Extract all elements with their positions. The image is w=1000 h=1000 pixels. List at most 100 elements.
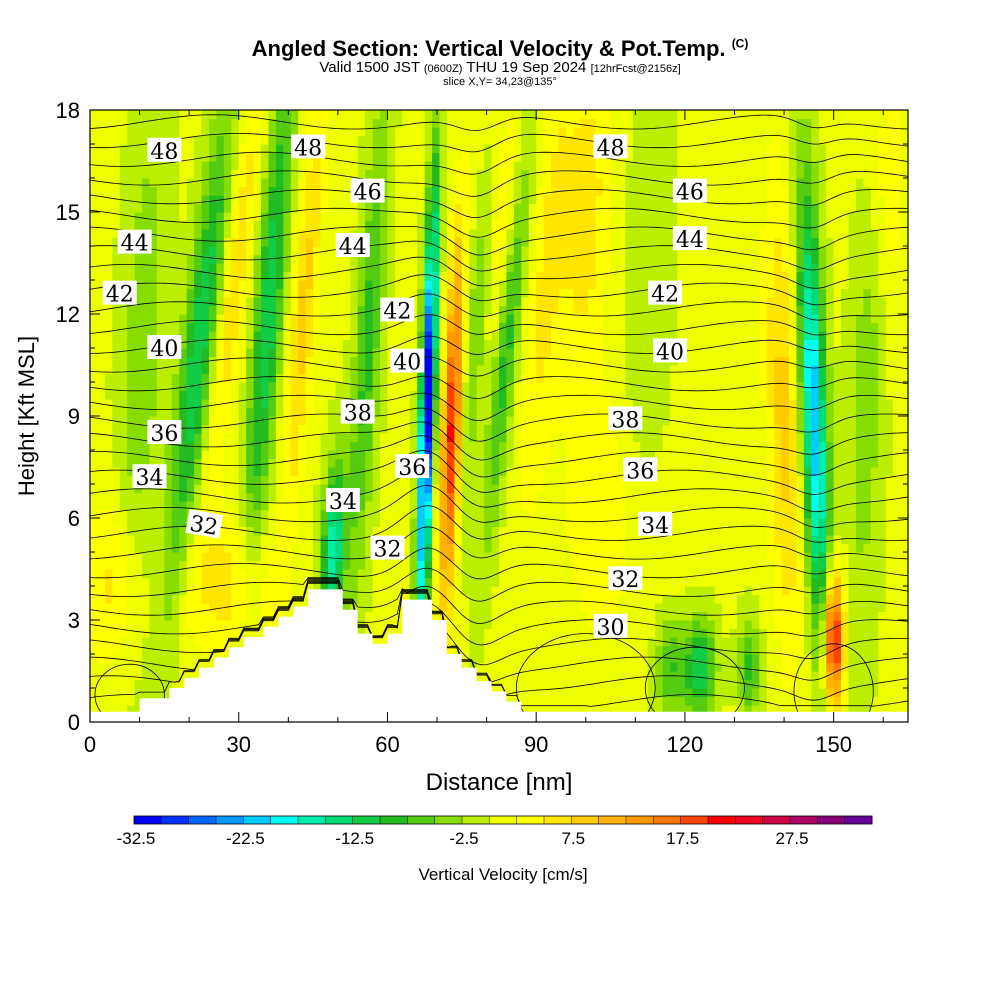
- colorbar-swatch: [462, 816, 490, 824]
- slice-info: slice X,Y= 34,23@135°: [443, 76, 557, 88]
- colorbar: -32.5 -22.5 -12.5 -2.5 7.5 17.5 27.5 Vertical V…: [117, 815, 873, 884]
- contour-label: 42: [648, 280, 683, 308]
- x-tick-label: 0: [84, 732, 96, 757]
- x-tick-label: 30: [226, 732, 250, 757]
- contour-labels: 48 48 48 46 46 44 44 44 42 42 42 40 40 40 38 38 36 36 36 34…: [102, 134, 707, 641]
- colorbar-swatch: [161, 816, 190, 824]
- contour-label-text: 30: [597, 616, 625, 641]
- contour-label-text: 32: [188, 512, 220, 541]
- x-tick-label: 120: [667, 732, 704, 757]
- colorbar-swatch: [325, 816, 354, 824]
- theta-contour-line: [90, 450, 908, 495]
- contour-label-text: 34: [641, 514, 669, 539]
- x-tick-label: 60: [375, 732, 399, 757]
- theta-contour-line: [90, 314, 908, 336]
- contour-label: 36: [623, 457, 658, 484]
- contour-label: 40: [653, 338, 688, 365]
- contour-label-text: 32: [611, 568, 639, 593]
- contour-label-text: 46: [354, 181, 382, 206]
- theta-contour-line: [90, 240, 908, 272]
- contour-label-text: 46: [676, 181, 704, 206]
- contour-label-text: 36: [150, 422, 178, 447]
- contour-label-text: 44: [121, 232, 149, 257]
- valid-utc: (0600Z): [423, 63, 463, 75]
- colorbar-swatch: [270, 816, 299, 824]
- contour-label: 36: [147, 420, 182, 447]
- forecast-tag: [12hrFcst@2156z]: [590, 63, 681, 75]
- title-main: Angled Section: Vertical Velocity & Pot.…: [251, 36, 726, 61]
- y-tick-label: 6: [68, 506, 80, 531]
- contour-label-text: 48: [150, 140, 178, 165]
- contour-label: 38: [340, 399, 375, 427]
- y-tick-label: 12: [56, 302, 80, 327]
- theta-contour-line: [90, 582, 908, 707]
- theta-contour-line: [90, 293, 908, 321]
- contour-label: 48: [147, 137, 182, 165]
- contour-label: 38: [608, 406, 643, 433]
- colorbar-tick-label: -22.5: [226, 829, 265, 848]
- theta-contour-cell: [515, 633, 656, 722]
- contour-label: 40: [147, 335, 182, 362]
- theta-contour-line: [90, 335, 908, 355]
- theta-contour-line: [90, 189, 908, 219]
- terrain: [90, 589, 908, 722]
- contour-label: 30: [593, 613, 628, 641]
- theta-contour-line: [90, 226, 908, 256]
- colorbar-swatch: [680, 816, 709, 824]
- colorbar-swatch: [735, 816, 764, 824]
- contour-label-text: 38: [344, 402, 372, 427]
- colorbar-swatch: [352, 816, 381, 824]
- y-axis-label: Height [Kft MSL]: [14, 336, 39, 496]
- y-tick-label: 18: [56, 98, 80, 123]
- contour-label: 40: [390, 348, 425, 376]
- theta-contour-line: [90, 466, 908, 513]
- contour-label: 44: [117, 229, 152, 257]
- colorbar-label: Vertical Velocity [cm/s]: [418, 865, 587, 884]
- colorbar-swatch: [817, 816, 846, 824]
- contour-label-text: 48: [597, 136, 625, 161]
- contour-label-text: 40: [150, 337, 178, 362]
- theta-contour-line: [90, 407, 908, 442]
- valid-date: THU 19 Sep 2024: [466, 59, 587, 76]
- theta-contour-line: [90, 547, 908, 580]
- colorbar-tick-label: 27.5: [775, 829, 808, 848]
- colorbar-tick-label: -12.5: [335, 829, 374, 848]
- x-tick-label: 150: [815, 732, 852, 757]
- contour-label-text: 40: [393, 351, 421, 376]
- contour-label: 32: [185, 509, 224, 541]
- contour-label: 46: [350, 178, 385, 206]
- theta-contour-line: [90, 133, 908, 153]
- colorbar-tick-label: 7.5: [562, 829, 586, 848]
- colorbar-swatch: [708, 816, 736, 824]
- colorbar-swatch: [243, 816, 272, 824]
- contour-label: 48: [593, 134, 628, 161]
- contour-label-text: 44: [339, 235, 367, 260]
- colorbar-tick-label: -2.5: [449, 829, 478, 848]
- contour-label-text: 36: [626, 459, 654, 484]
- theta-contour-line: [90, 579, 908, 646]
- colorbar-tick-label: -32.5: [117, 829, 156, 848]
- colorbar-swatch: [188, 816, 217, 824]
- theta-contour-cell: [793, 643, 874, 722]
- y-tick-label: 0: [68, 710, 80, 735]
- colorbar-swatch: [790, 816, 818, 824]
- contour-label-text: 36: [398, 456, 426, 481]
- contour-label-text: 32: [373, 538, 401, 563]
- colorbar-swatch: [598, 816, 627, 824]
- colorbar-swatch: [762, 816, 791, 824]
- contour-label: 34: [132, 464, 167, 491]
- theta-contour-line: [90, 526, 908, 560]
- colorbar-swatch: [489, 816, 518, 824]
- theta-contour-line: [90, 274, 908, 306]
- contour-label-text: 38: [611, 408, 639, 433]
- velocity-field: [90, 110, 908, 722]
- theta-contour-line: [90, 375, 908, 400]
- colorbar-swatch: [216, 816, 244, 824]
- contour-label-text: 44: [676, 228, 704, 253]
- contour-label-text: 34: [135, 466, 163, 491]
- contour-label: 44: [672, 226, 707, 253]
- theta-contour-line: [90, 151, 908, 175]
- theta-contour-line: [90, 484, 908, 528]
- contour-label: 42: [380, 297, 415, 325]
- colorbar-swatch: [516, 816, 545, 824]
